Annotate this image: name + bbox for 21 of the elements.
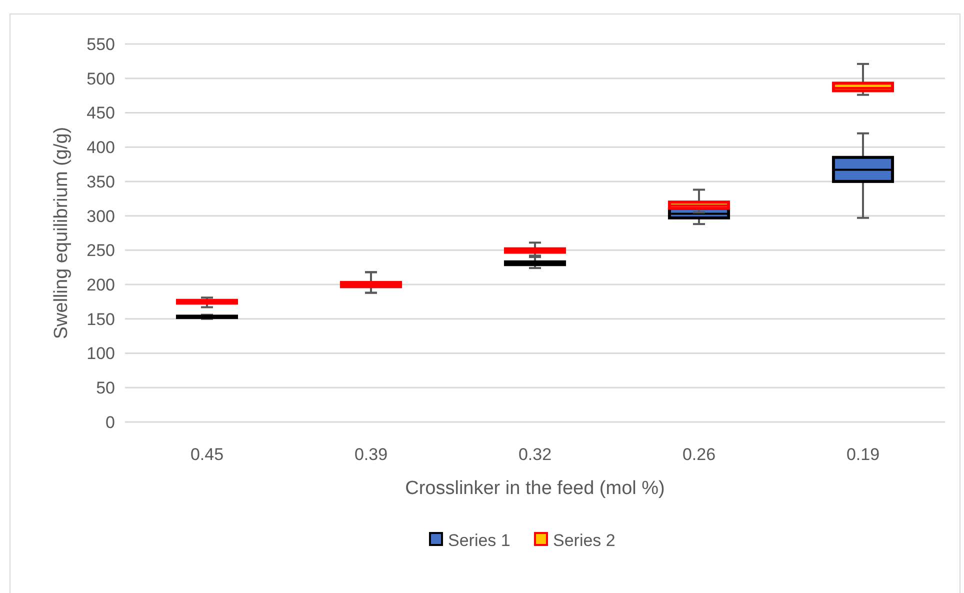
legend-label: Series 1 xyxy=(448,530,510,550)
y-tick-label: 400 xyxy=(86,138,115,158)
legend-label: Series 2 xyxy=(553,530,616,550)
y-tick-label: 350 xyxy=(86,172,115,192)
x-tick-label: 0.39 xyxy=(354,444,388,464)
y-tick-label: 0 xyxy=(106,412,115,432)
x-tick-label: 0.19 xyxy=(846,444,880,464)
x-axis-title: Crosslinker in the feed (mol %) xyxy=(405,478,665,499)
y-tick-label: 100 xyxy=(86,344,115,364)
y-axis-title: Swelling equilibrium (g/g) xyxy=(51,126,72,340)
y-tick-label: 450 xyxy=(86,104,115,123)
x-tick-label: 0.32 xyxy=(518,444,552,464)
y-tick-label: 250 xyxy=(86,241,115,260)
y-tick-label: 50 xyxy=(96,378,115,398)
y-tick-label: 150 xyxy=(86,310,115,329)
x-tick-label: 0.45 xyxy=(190,444,224,464)
y-tick-label: 550 xyxy=(86,34,115,54)
y-tick-label: 500 xyxy=(86,69,115,88)
y-tick-label: 300 xyxy=(86,206,115,226)
x-tick-label: 0.26 xyxy=(682,444,716,464)
y-tick-label: 200 xyxy=(86,275,115,294)
